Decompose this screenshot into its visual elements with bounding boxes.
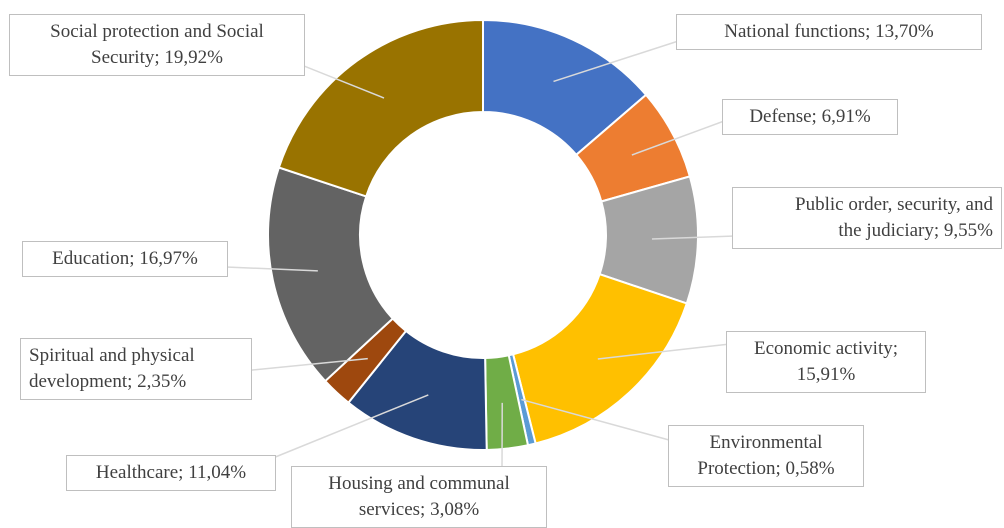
label-environmental-protection-line-1: Environmental [709, 432, 823, 453]
label-defense: Defense; 6,91% [722, 99, 898, 135]
label-spiritual-line-2: development; 2,35% [29, 371, 187, 392]
leader-line-8 [231, 357, 368, 373]
label-housing-line-2: services; 3,08% [358, 499, 480, 520]
leader-line-4 [597, 343, 731, 360]
leader-line-1 [553, 33, 701, 83]
label-social-protection-line-1: Social protection and Social [50, 21, 264, 42]
label-social-protection-line-2: Security; 19,92% [91, 47, 223, 68]
label-public-order-line-1: Public order, security, and [795, 194, 993, 215]
slice-social-protection-and-social-security [277, 18, 484, 198]
leader-line-2 [631, 116, 736, 156]
slices-layer [267, 18, 699, 451]
label-spiritual: Spiritual and physical development; 2,35… [20, 338, 252, 400]
label-economic-activity-line-1: Economic activity; [753, 338, 899, 359]
label-national-functions-line-1: National functions; 13,70% [724, 21, 934, 42]
label-environmental-protection: Environmental Protection; 0,58% [668, 425, 864, 487]
leader-line-3 [651, 235, 736, 240]
label-national-functions: National functions; 13,70% [676, 14, 982, 50]
label-public-order: Public order, security, and the judiciar… [732, 187, 1002, 249]
label-economic-activity-line-2: 15,91% [796, 364, 856, 385]
label-healthcare: Healthcare; 11,04% [66, 455, 276, 491]
label-housing: Housing and communal services; 3,08% [291, 466, 547, 528]
label-healthcare-line-1: Healthcare; 11,04% [95, 462, 247, 483]
leader-line-9 [225, 266, 318, 272]
label-economic-activity: Economic activity; 15,91% [726, 331, 926, 393]
leader-line-7 [267, 394, 429, 461]
leader-lines [213, 29, 736, 469]
label-spiritual-line-1: Spiritual and physical [29, 345, 195, 366]
label-public-order-line-2: the judiciary; 9,55% [838, 220, 993, 241]
label-education-line-1: Education; 16,97% [52, 248, 198, 269]
label-housing-line-1: Housing and communal [328, 473, 510, 494]
label-education: Education; 16,97% [22, 241, 228, 277]
label-defense-line-1: Defense; 6,91% [749, 106, 871, 127]
label-environmental-protection-line-2: Protection; 0,58% [697, 458, 835, 479]
label-social-protection: Social protection and Social Security; 1… [9, 14, 305, 76]
